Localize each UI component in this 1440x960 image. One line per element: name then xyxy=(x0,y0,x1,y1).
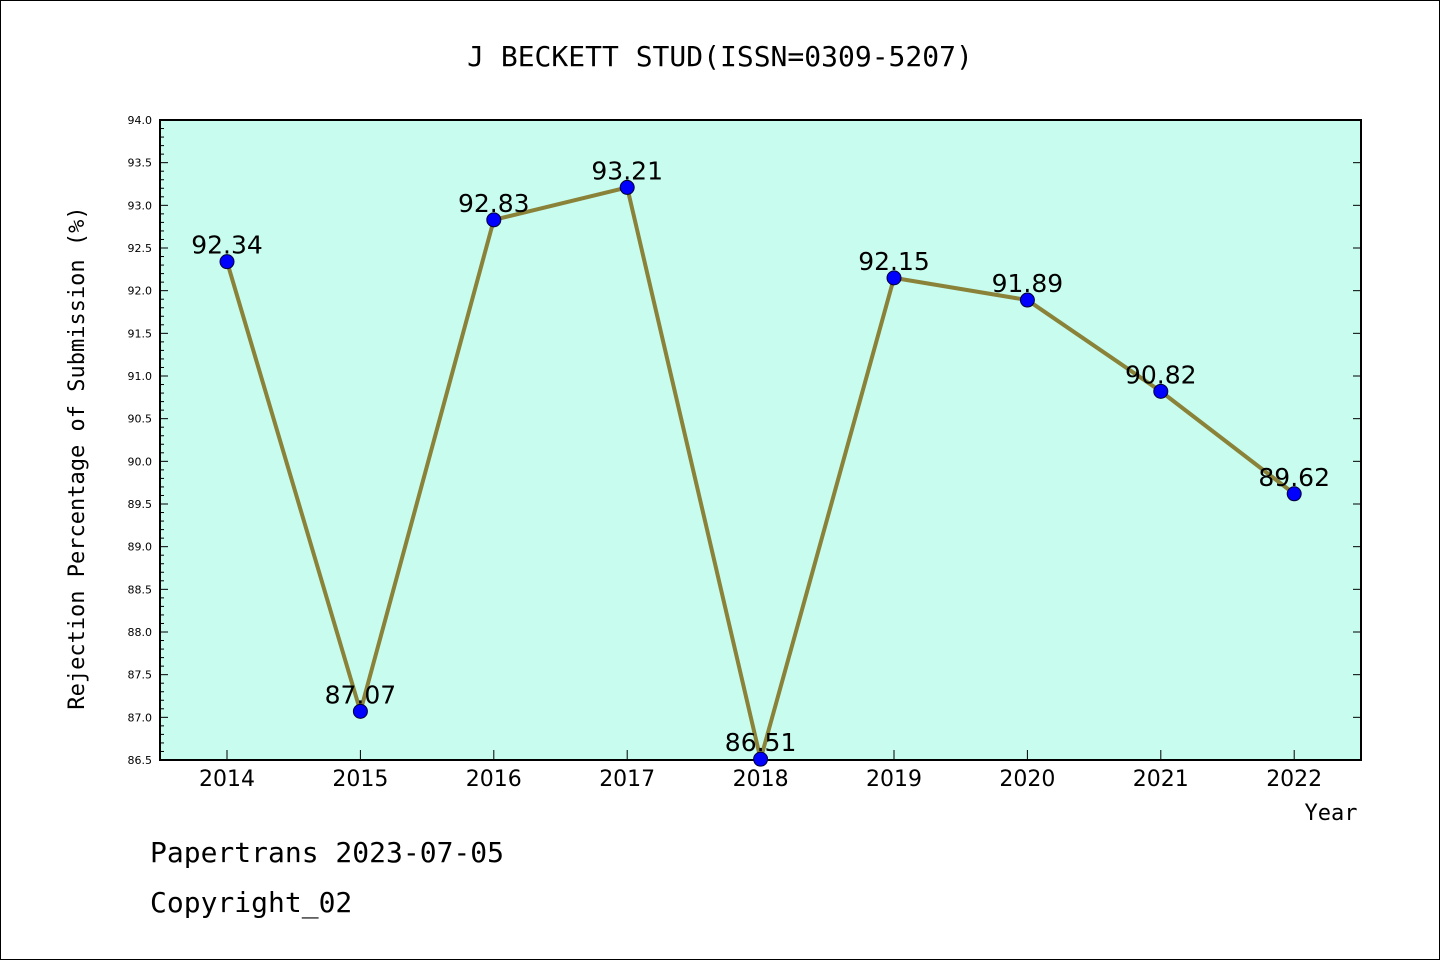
y-tick-label: 89.0 xyxy=(128,541,153,554)
y-tick-label: 88.5 xyxy=(128,583,153,596)
data-label: 89.62 xyxy=(1258,463,1330,492)
x-tick-label: 2022 xyxy=(1266,767,1322,792)
data-label: 92.15 xyxy=(858,247,930,276)
data-point xyxy=(753,751,769,767)
x-tick-label: 2018 xyxy=(733,767,789,792)
y-tick-label: 86.5 xyxy=(128,754,153,767)
data-point xyxy=(219,254,235,270)
data-label: 86.51 xyxy=(725,728,797,757)
x-tick-label: 2014 xyxy=(199,767,255,792)
x-tick-label: 2016 xyxy=(466,767,522,792)
data-label: 91.89 xyxy=(992,269,1064,298)
x-axis-title: Year xyxy=(1305,801,1358,826)
x-tick-label: 2017 xyxy=(599,767,655,792)
y-tick-label: 87.0 xyxy=(128,711,153,724)
data-label: 90.82 xyxy=(1125,360,1197,389)
y-tick-label: 92.5 xyxy=(128,242,153,255)
plot-area xyxy=(159,119,1362,761)
footer-date-stamp: Papertrans 2023-07-05 xyxy=(150,836,505,869)
data-point xyxy=(352,703,368,719)
data-point xyxy=(486,212,502,228)
chart-title: J BECKETT STUD(ISSN=0309-5207) xyxy=(467,40,973,73)
data-label: 92.83 xyxy=(458,189,530,218)
x-tick-label: 2021 xyxy=(1133,767,1189,792)
x-tick-label: 2020 xyxy=(999,767,1055,792)
y-tick-label: 87.5 xyxy=(128,669,153,682)
footer-copyright: Copyright_02 xyxy=(150,886,353,919)
y-tick-label: 94.0 xyxy=(128,114,153,127)
y-tick-label: 93.5 xyxy=(128,157,153,170)
y-tick-label: 88.0 xyxy=(128,626,153,639)
data-label: 93.21 xyxy=(591,156,663,185)
data-label: 92.34 xyxy=(191,231,263,260)
y-tick-label: 93.0 xyxy=(128,199,153,212)
y-tick-label: 91.5 xyxy=(128,327,153,340)
data-point xyxy=(1153,383,1169,399)
x-tick-label: 2015 xyxy=(332,767,388,792)
y-tick-label: 91.0 xyxy=(128,370,153,383)
y-tick-label: 90.5 xyxy=(128,413,153,426)
data-label: 87.07 xyxy=(325,680,397,709)
data-point xyxy=(1286,486,1302,502)
y-axis-title: Rejection Percentage of Submission (%) xyxy=(65,206,90,709)
x-tick-label: 2019 xyxy=(866,767,922,792)
data-point xyxy=(1019,292,1035,308)
y-tick-label: 92.0 xyxy=(128,285,153,298)
y-tick-label: 89.5 xyxy=(128,498,153,511)
y-tick-label: 90.0 xyxy=(128,455,153,468)
series-rejection-percentage: 92.34 87.07 92.83 93.21 86.51 92.15 91.89 90.82… xyxy=(191,156,1330,767)
x-axis: 2014 2015 2016 2017 2018 2019 2020 2021 2022 xyxy=(199,750,1322,792)
data-point xyxy=(619,179,635,195)
data-point xyxy=(886,270,902,286)
y-axis: 86.5 87.0 87.5 88.0 88.5 89.0 89.5 90.0 90.5 91.0… xyxy=(128,114,1361,767)
